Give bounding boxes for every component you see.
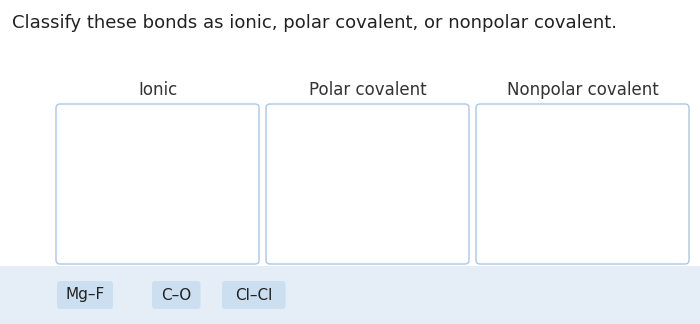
FancyBboxPatch shape <box>56 104 259 264</box>
Text: C–O: C–O <box>161 287 191 303</box>
Text: Polar covalent: Polar covalent <box>309 81 426 99</box>
Text: Mg–F: Mg–F <box>65 287 104 303</box>
FancyBboxPatch shape <box>57 281 113 309</box>
FancyBboxPatch shape <box>152 281 200 309</box>
Text: Cl–Cl: Cl–Cl <box>235 287 272 303</box>
Text: Nonpolar covalent: Nonpolar covalent <box>507 81 659 99</box>
FancyBboxPatch shape <box>266 104 469 264</box>
FancyBboxPatch shape <box>222 281 286 309</box>
Text: Ionic: Ionic <box>138 81 177 99</box>
FancyBboxPatch shape <box>476 104 689 264</box>
Text: Classify these bonds as ionic, polar covalent, or nonpolar covalent.: Classify these bonds as ionic, polar cov… <box>12 14 617 32</box>
Bar <box>0 266 700 324</box>
